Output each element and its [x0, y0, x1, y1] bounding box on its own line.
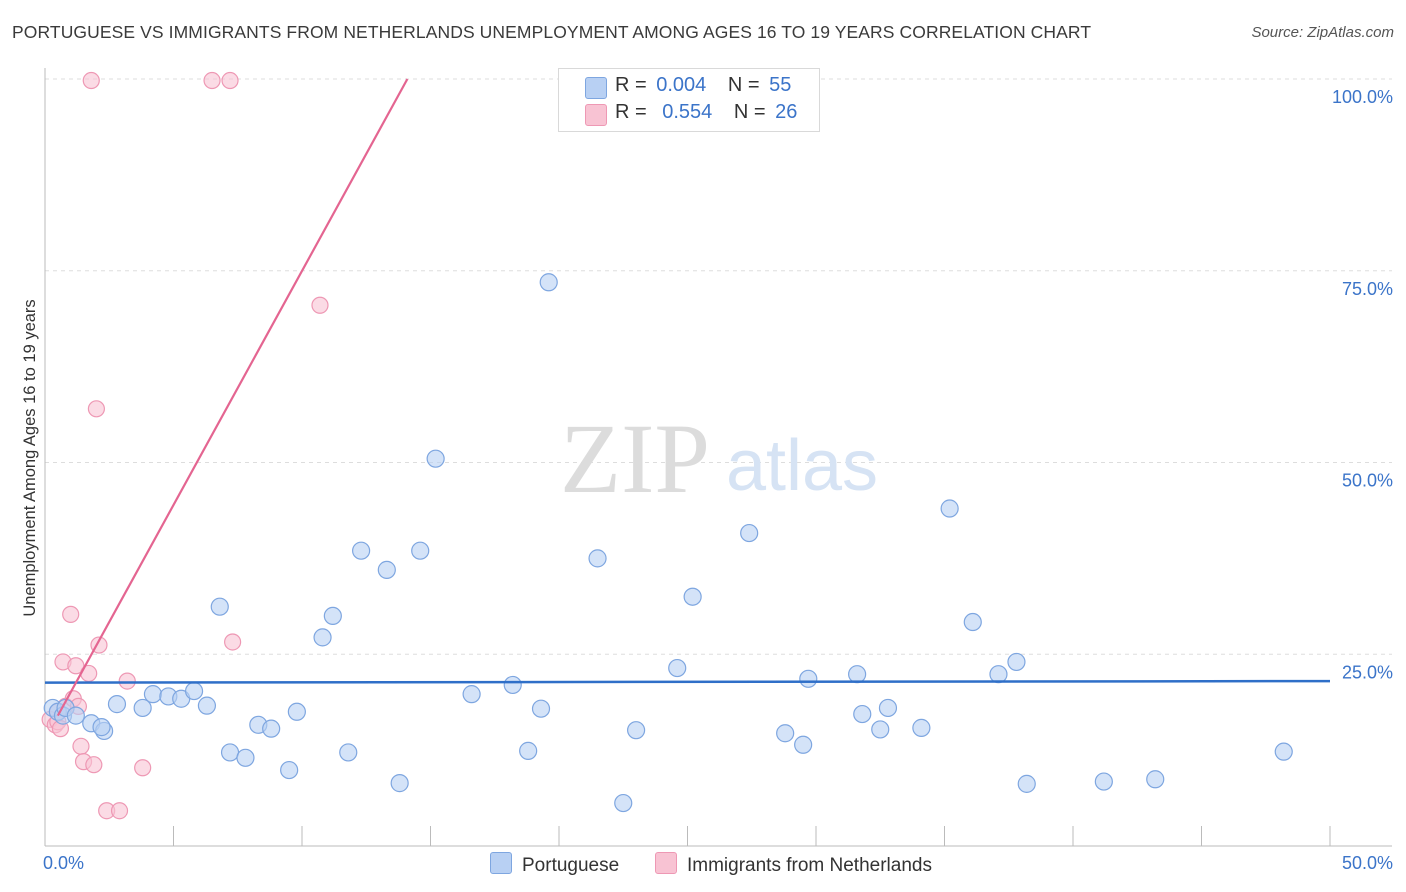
point-portuguese — [220, 743, 240, 762]
point-portuguese — [339, 743, 358, 762]
point-portuguese — [426, 449, 445, 468]
trend-line-portuguese — [44, 679, 1331, 684]
point-portuguese — [853, 704, 872, 724]
point-portuguese — [390, 774, 409, 793]
x-tick-label-max: 50.0% — [1342, 853, 1393, 873]
y-tick-labels: 25.0% 50.0% 75.0% 100.0% — [1332, 87, 1393, 682]
point-portuguese — [531, 699, 551, 718]
point-netherlands — [67, 657, 85, 675]
point-netherlands — [87, 400, 106, 418]
point-portuguese — [799, 669, 818, 688]
x-tick-labels: 0.0% 50.0% — [43, 853, 1393, 873]
point-portuguese — [776, 724, 795, 743]
n-value-netherlands: 26 — [775, 101, 798, 123]
point-netherlands — [224, 633, 242, 651]
y-tick-label: 25.0% — [1342, 662, 1393, 682]
watermark-atlas: atlas — [726, 426, 878, 506]
point-portuguese — [197, 696, 217, 715]
axes — [44, 68, 1392, 847]
y-tick-label: 50.0% — [1342, 471, 1393, 491]
watermark: ZIP atlas — [560, 403, 878, 514]
point-portuguese — [377, 560, 396, 579]
point-portuguese — [519, 741, 538, 760]
point-portuguese — [462, 685, 481, 704]
n-label: N = — [733, 101, 766, 123]
r-label: R = — [615, 74, 647, 96]
point-portuguese — [940, 499, 959, 518]
point-portuguese — [210, 597, 229, 616]
point-portuguese — [794, 735, 813, 754]
swatch-netherlands — [655, 852, 677, 874]
point-netherlands — [85, 756, 103, 774]
point-portuguese — [588, 549, 607, 568]
point-netherlands — [118, 672, 136, 690]
point-portuguese — [989, 665, 1008, 684]
point-portuguese — [280, 760, 299, 780]
point-portuguese — [539, 273, 558, 292]
point-portuguese — [107, 695, 127, 714]
point-portuguese — [912, 718, 931, 737]
point-portuguese — [848, 665, 867, 684]
point-portuguese — [1007, 652, 1026, 672]
point-portuguese — [313, 628, 332, 647]
bottom-legend-netherlands: Immigrants from Netherlands — [655, 852, 932, 876]
bottom-legend-portuguese: Portuguese — [490, 852, 619, 876]
point-netherlands — [311, 296, 329, 314]
legend-label-netherlands: Immigrants from Netherlands — [687, 855, 932, 876]
r-value-netherlands: 0.554 — [662, 101, 713, 123]
point-netherlands — [110, 802, 129, 820]
point-portuguese — [1146, 770, 1165, 789]
watermark-zip: ZIP — [560, 403, 710, 514]
point-portuguese — [262, 719, 281, 738]
point-portuguese — [871, 720, 890, 739]
r-label: R = — [615, 101, 647, 123]
point-netherlands — [221, 71, 239, 90]
point-portuguese — [66, 706, 85, 725]
point-portuguese — [614, 793, 633, 813]
point-portuguese — [626, 721, 646, 740]
n-value-portuguese: 55 — [769, 74, 792, 96]
point-portuguese — [92, 718, 111, 737]
chart-title: PORTUGUESE VS IMMIGRANTS FROM NETHERLAND… — [12, 22, 1092, 42]
correlation-legend: R = 0.004 N = 55 R = 0.554 N = 26 — [558, 68, 820, 132]
y-tick-label: 75.0% — [1342, 279, 1393, 299]
point-netherlands — [134, 759, 152, 777]
point-portuguese — [668, 658, 687, 678]
point-portuguese — [143, 685, 163, 704]
point-portuguese — [287, 702, 306, 721]
swatch-portuguese — [490, 852, 512, 874]
series-portuguese-points — [43, 273, 1293, 813]
point-portuguese — [184, 681, 204, 701]
point-portuguese — [878, 698, 898, 718]
point-portuguese — [323, 606, 342, 626]
legend-label-portuguese: Portuguese — [522, 855, 620, 876]
y-axis-label: Unemployment Among Ages 16 to 19 years — [21, 299, 39, 616]
swatch-netherlands — [585, 104, 607, 126]
point-portuguese — [133, 698, 152, 718]
point-netherlands — [203, 71, 221, 90]
point-portuguese — [963, 612, 982, 632]
point-portuguese — [1094, 772, 1113, 791]
point-portuguese — [740, 523, 759, 543]
gridlines — [45, 78, 1392, 655]
point-portuguese — [411, 541, 430, 560]
point-netherlands — [62, 605, 80, 623]
point-netherlands — [72, 737, 90, 755]
point-portuguese — [1274, 742, 1293, 761]
source-note: Source: ZipAtlas.com — [1251, 24, 1394, 41]
y-tick-label: 100.0% — [1332, 87, 1393, 107]
point-portuguese — [1017, 774, 1036, 793]
trend-line-netherlands — [56, 78, 409, 717]
point-portuguese — [503, 675, 522, 695]
point-portuguese — [352, 541, 371, 560]
x-tick-label-min: 0.0% — [43, 853, 84, 873]
r-value-portuguese: 0.004 — [656, 74, 707, 96]
point-netherlands — [82, 71, 100, 90]
point-portuguese — [683, 587, 702, 606]
n-label: N = — [727, 74, 760, 96]
trend-lines — [44, 78, 1331, 717]
swatch-portuguese — [585, 77, 607, 99]
point-portuguese — [236, 748, 255, 767]
